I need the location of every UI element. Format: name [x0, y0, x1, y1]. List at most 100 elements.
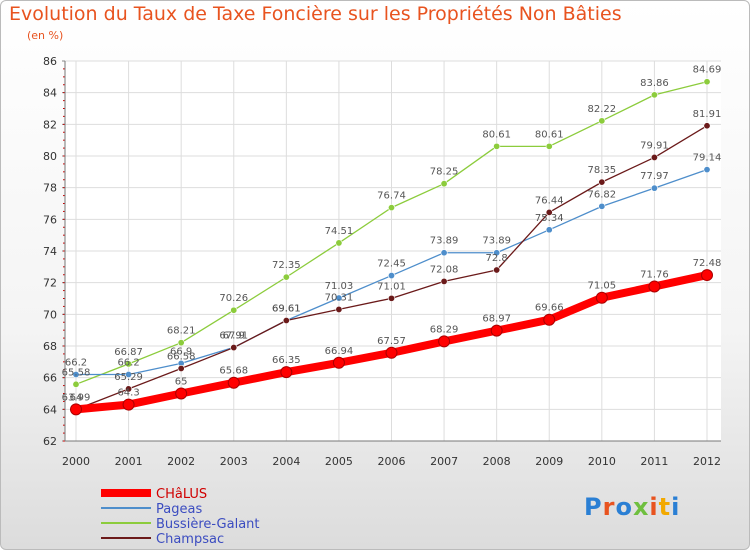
data-point: [227, 376, 240, 389]
data-label: 76.82: [588, 189, 617, 200]
data-label: 72.08: [430, 264, 459, 275]
data-label: 68.21: [167, 326, 196, 337]
data-label: 73.89: [482, 236, 511, 247]
y-tick-label: 84: [43, 87, 57, 100]
data-point: [282, 273, 290, 281]
legend-label: Pageas: [156, 502, 202, 517]
x-tick-label: 2001: [115, 455, 143, 468]
data-point: [545, 208, 553, 216]
data-label: 81.91: [693, 109, 722, 120]
data-point: [438, 335, 451, 348]
logo-letter: r: [602, 493, 616, 521]
data-label: 82.22: [588, 104, 617, 115]
data-label: 75.34: [535, 213, 564, 224]
data-point: [335, 239, 343, 247]
data-point: [125, 360, 133, 368]
data-point: [703, 166, 711, 174]
data-label: 64.3: [117, 388, 139, 399]
data-label: 77.97: [640, 171, 669, 182]
data-label: 72.48: [693, 258, 722, 269]
data-label: 64: [70, 392, 83, 403]
data-label: 72.35: [272, 260, 301, 271]
data-label: 71.05: [588, 281, 617, 292]
data-label: 69.61: [272, 304, 301, 315]
data-point: [598, 117, 606, 125]
y-tick-label: 78: [43, 182, 57, 195]
data-label: 80.61: [535, 129, 564, 140]
data-point: [493, 142, 501, 150]
data-point: [703, 78, 711, 86]
data-label: 69.61: [272, 304, 301, 315]
data-label: 72.45: [377, 259, 406, 270]
x-tick-label: 2003: [220, 455, 248, 468]
data-label: 78.35: [588, 165, 617, 176]
data-label: 79.91: [640, 140, 669, 151]
logo-letter: i: [671, 493, 681, 521]
data-point: [648, 280, 661, 293]
data-label: 72.8: [486, 253, 508, 264]
data-point: [72, 370, 80, 378]
y-tick-label: 70: [43, 308, 57, 321]
data-point: [703, 122, 711, 130]
logo-letter: t: [658, 493, 672, 521]
x-tick-label: 2008: [483, 455, 511, 468]
data-point: [387, 272, 395, 280]
data-label: 70.31: [325, 292, 354, 303]
legend-label: Bussière-Galant: [156, 517, 260, 532]
data-label: 71.01: [377, 281, 406, 292]
data-label: 67.9: [223, 331, 245, 342]
y-tick-label: 68: [43, 340, 57, 353]
data-point: [230, 306, 238, 314]
data-label: 66.35: [272, 355, 301, 366]
y-tick-label: 82: [43, 118, 57, 131]
data-label: 68.29: [430, 324, 459, 335]
data-point: [335, 305, 343, 313]
y-tick-label: 64: [43, 403, 57, 416]
data-point: [335, 294, 343, 302]
data-label: 66.58: [167, 351, 196, 362]
y-tick-label: 80: [43, 150, 57, 163]
x-tick-label: 2009: [535, 455, 563, 468]
data-label: 84.69: [693, 65, 722, 76]
data-label: 71.76: [640, 269, 669, 280]
y-tick-label: 62: [43, 435, 57, 448]
x-tick-label: 2004: [272, 455, 300, 468]
data-point: [387, 204, 395, 212]
legend-label: Champsac: [156, 532, 224, 547]
x-tick-label: 2002: [167, 455, 195, 468]
y-tick-label: 86: [43, 55, 57, 68]
logo-letter: o: [615, 493, 633, 521]
data-label: 74.51: [325, 226, 354, 237]
data-label: 66.87: [114, 347, 143, 358]
logo-letter: P: [584, 493, 603, 521]
data-label: 73.89: [430, 236, 459, 247]
y-tick-label: 72: [43, 277, 57, 290]
data-label: 65: [175, 377, 188, 388]
data-point: [701, 269, 713, 282]
data-point: [387, 294, 395, 302]
data-label: 71.03: [325, 281, 354, 292]
data-point: [440, 249, 448, 257]
y-tick-label: 76: [43, 213, 57, 226]
data-point: [545, 142, 553, 150]
data-label: 67.57: [377, 336, 406, 347]
y-tick-label: 74: [43, 245, 57, 258]
data-label: 70.26: [219, 293, 248, 304]
data-label: 66.9: [170, 346, 192, 357]
legend-label: CHâLUS: [156, 487, 207, 502]
data-point: [598, 178, 606, 186]
data-point: [332, 356, 345, 369]
data-point: [545, 226, 553, 234]
data-label: 78.25: [430, 167, 459, 178]
data-point: [125, 370, 133, 378]
data-point: [125, 385, 133, 393]
data-point: [650, 184, 658, 192]
data-point: [543, 313, 556, 326]
data-label: 66.2: [65, 358, 87, 369]
data-point: [595, 291, 608, 304]
data-point: [280, 366, 293, 379]
x-tick-label: 2005: [325, 455, 353, 468]
unit-label: (en %): [27, 29, 64, 42]
